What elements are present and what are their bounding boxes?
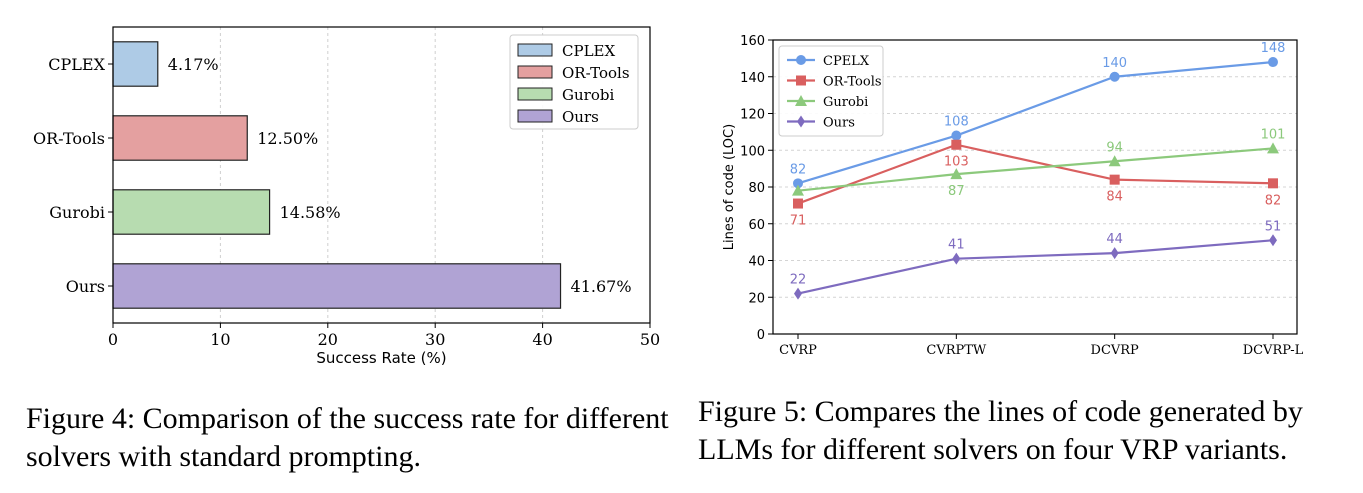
bar-value-label-or-tools: 12.50%	[257, 129, 318, 148]
legend-box	[778, 45, 884, 137]
data-label-ours-dcvrp: 44	[1106, 232, 1123, 247]
point-or-tools-dcvrp-l	[1268, 178, 1278, 189]
y-tick-label-120: 120	[740, 108, 765, 123]
series-gurobi: 87 94 101	[792, 127, 1285, 199]
bar-or-tools	[112, 115, 248, 161]
point-cpelx-dcvrp	[1109, 71, 1120, 82]
point-cpelx-dcvrp-l	[1268, 57, 1278, 68]
data-label-or-tools-dcvrp-l: 82	[1265, 193, 1282, 208]
bar-cplex	[112, 41, 159, 87]
y-tick-label-or-tools: OR-Tools	[33, 129, 105, 148]
y-tick-label-160: 160	[740, 34, 765, 49]
data-label-cpelx-dcvrp-l: 148	[1261, 41, 1286, 56]
legend-label-ours: Ours	[562, 108, 599, 126]
legend-label-or-tools: OR-Tools	[562, 64, 630, 82]
legend-swatch-gurobi	[517, 87, 553, 101]
series-line-or-tools	[797, 143, 1274, 205]
y-tick-label-gurobi: Gurobi	[49, 203, 105, 222]
x-tick-label-20: 20	[318, 330, 338, 349]
legend: CPELX OR-Tools Gurobi Ours	[778, 45, 884, 137]
legend-marker-gurobi	[795, 95, 807, 106]
x-tick-label-cvrp: CVRP	[779, 343, 817, 358]
y-tick-label-100: 100	[740, 144, 765, 159]
x-tick-label-10: 10	[210, 330, 230, 349]
data-label-cpelx-cvrp: 82	[790, 162, 807, 177]
data-label-gurobi-dcvrp: 94	[1106, 140, 1123, 155]
point-or-tools-cvrp	[793, 198, 803, 209]
point-ours-dcvrp-l	[1269, 234, 1277, 247]
y-tick-label-ours: Ours	[66, 277, 105, 296]
point-ours-cvrptw	[952, 252, 961, 265]
x-tick-label-cvrptw: CVRPTW	[926, 343, 987, 358]
legend-swatch-cplex	[517, 43, 553, 57]
y-tick-label-60: 60	[748, 218, 765, 233]
legend-swatch-or-tools	[517, 65, 553, 79]
legend-label-or-tools: OR-Tools	[823, 75, 882, 90]
y-tick-label-cplex: CPLEX	[48, 55, 105, 74]
point-cpelx-cvrptw	[951, 130, 962, 141]
point-or-tools-cvrptw	[951, 139, 962, 150]
x-tick-label-dcvrp-l: DCVRP-L	[1243, 343, 1304, 358]
bar-ours	[112, 263, 562, 309]
data-label-ours-dcvrp-l: 51	[1265, 219, 1282, 234]
figure-4-caption: Figure 4: Comparison of the success rate…	[26, 402, 669, 473]
data-label-cpelx-cvrptw: 108	[944, 115, 969, 130]
figure-5-caption: Figure 5: Compares the lines of code gen…	[698, 395, 1303, 466]
x-tick-label-dcvrp: DCVRP	[1091, 343, 1140, 358]
x-tick-label-0: 0	[108, 330, 118, 349]
point-ours-dcvrp	[1110, 247, 1119, 260]
success-rate-bar-chart: 4.17% CPLEX 12.50% OR-Tools 14.58% Gurobi 41.6…	[33, 26, 660, 367]
data-label-cpelx-dcvrp: 140	[1102, 56, 1127, 71]
figure-5: 82 108 140 148 71 103 84 82 87 94 101 22 41 44 51 0 20 40…	[680, 0, 1363, 493]
legend-label-cplex: CPLEX	[562, 42, 615, 60]
bar-value-label-ours: 41.67%	[571, 277, 632, 296]
x-axis-label: Success Rate (%)	[316, 349, 446, 367]
y-tick-label-20: 20	[748, 291, 765, 306]
point-gurobi-dcvrp-l	[1267, 142, 1279, 154]
y-tick-label-140: 140	[740, 71, 765, 86]
legend-label-ours: Ours	[823, 116, 855, 131]
lines-of-code-line-chart: 82 108 140 148 71 103 84 82 87 94 101 22 41 44 51 0 20 40…	[722, 34, 1304, 358]
series-or-tools: 71 103 84 82	[790, 139, 1282, 229]
data-label-ours-cvrptw: 41	[948, 238, 965, 253]
data-label-or-tools-cvrptw: 103	[944, 155, 969, 170]
legend-marker-ours	[797, 115, 805, 128]
series-ours: 22 41 44 51	[790, 219, 1282, 300]
point-gurobi-cvrp	[792, 184, 804, 196]
data-label-ours-cvrp: 22	[790, 273, 807, 288]
y-tick-label-80: 80	[748, 181, 765, 196]
bar-gurobi	[112, 189, 271, 235]
series-line-ours	[797, 239, 1274, 295]
bar-value-label-gurobi: 14.58%	[280, 203, 341, 222]
x-tick-label-40: 40	[532, 330, 552, 349]
legend-marker-cpelx	[796, 55, 806, 65]
point-gurobi-dcvrp	[1108, 155, 1121, 167]
bar-value-label-cplex: 4.17%	[168, 55, 219, 74]
point-or-tools-dcvrp	[1109, 174, 1120, 185]
figure-4: 4.17% CPLEX 12.50% OR-Tools 14.58% Gurobi 41.6…	[0, 0, 680, 493]
legend-swatch-ours	[517, 109, 553, 123]
legend-marker-or-tools	[796, 75, 806, 86]
series-line-cpelx	[797, 60, 1274, 185]
data-label-gurobi-dcvrp-l: 101	[1261, 127, 1286, 142]
plot-frame	[112, 26, 651, 324]
x-tick-label-50: 50	[640, 330, 660, 349]
point-cpelx-cvrp	[793, 178, 803, 189]
y-axis-label: Lines of code (LOC)	[722, 124, 737, 250]
point-ours-cvrp	[794, 287, 802, 300]
legend-label-cpelx: CPELX	[823, 54, 870, 69]
legend-label-gurobi: Gurobi	[823, 95, 868, 110]
series-cpelx: 82 108 140 148	[790, 41, 1286, 189]
legend-label-gurobi: Gurobi	[562, 86, 614, 104]
legend-box	[509, 34, 639, 130]
series-line-gurobi	[797, 147, 1274, 192]
point-gurobi-cvrptw	[950, 168, 963, 180]
data-label-gurobi-cvrptw: 87	[948, 184, 965, 199]
y-tick-label-0: 0	[757, 328, 765, 343]
x-tick-label-30: 30	[425, 330, 445, 349]
legend: CPLEX OR-Tools Gurobi Ours	[509, 34, 639, 130]
y-tick-label-40: 40	[748, 255, 765, 270]
data-label-or-tools-dcvrp: 84	[1106, 190, 1123, 205]
data-label-or-tools-cvrp: 71	[790, 214, 807, 229]
